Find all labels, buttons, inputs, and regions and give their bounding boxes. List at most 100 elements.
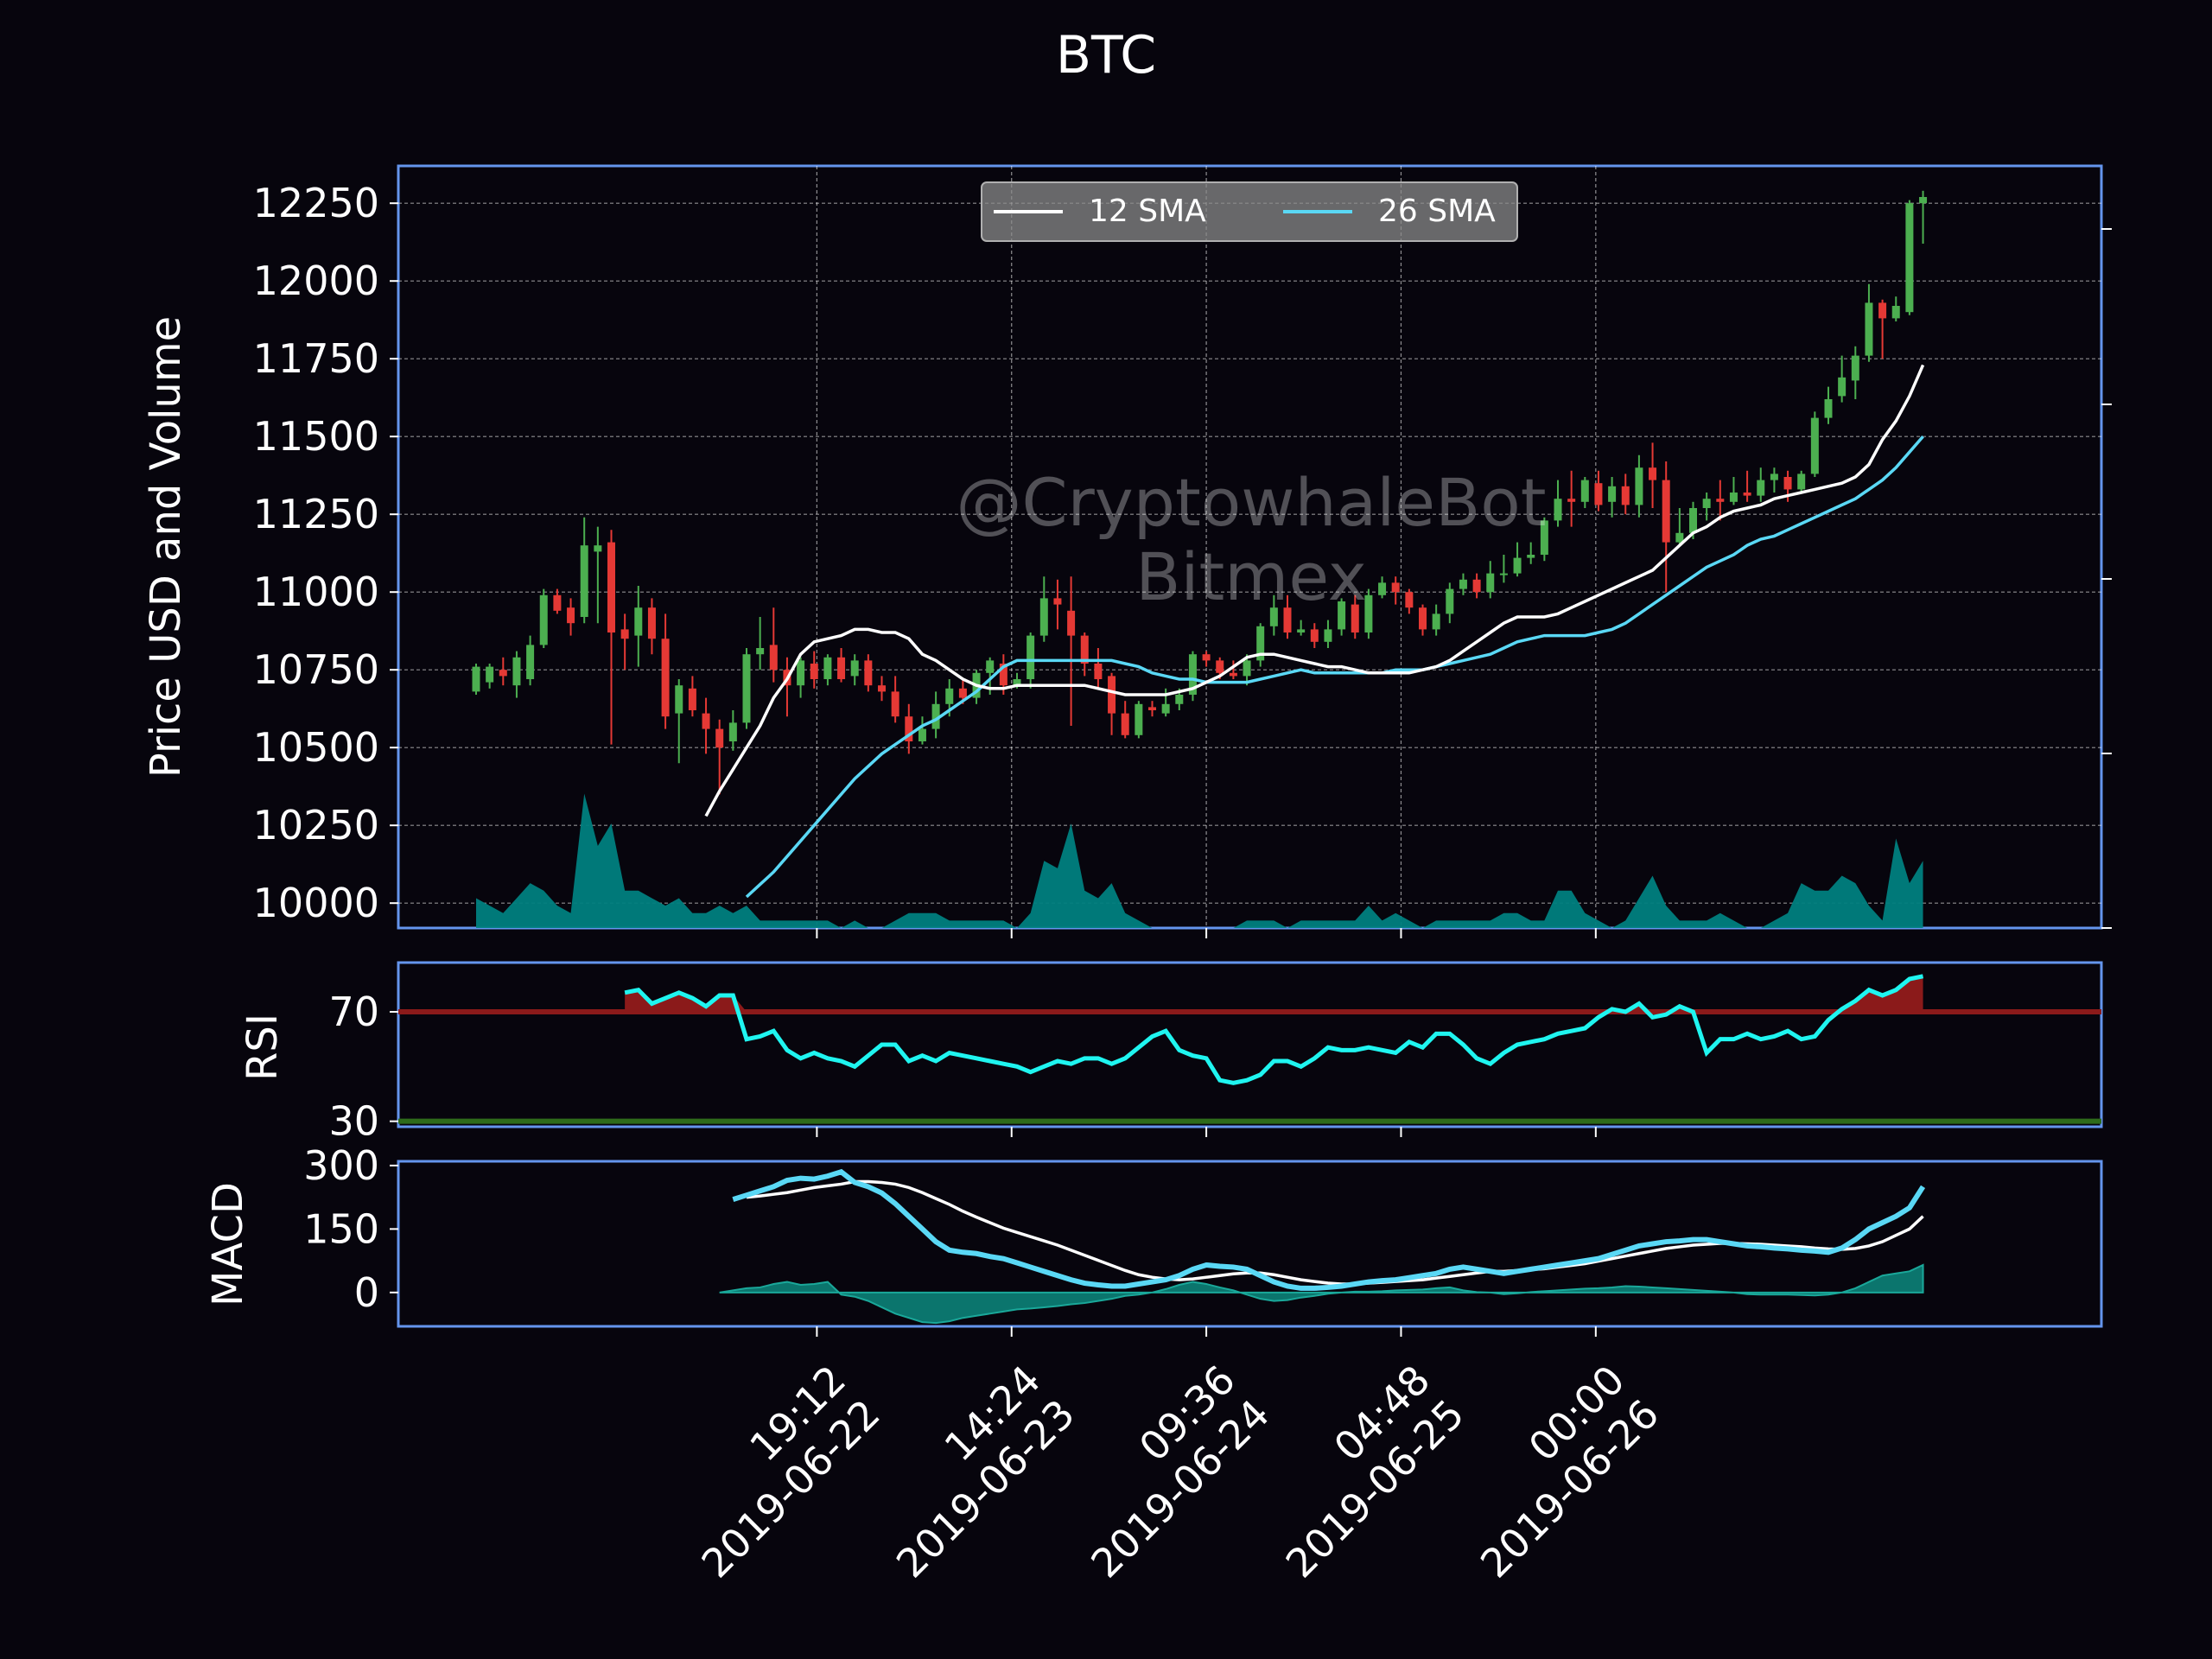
y-tick-label: 10500 [253, 724, 379, 771]
candle-body [1067, 610, 1076, 636]
candle [1865, 283, 1873, 362]
candle-body [1757, 480, 1765, 496]
candle [486, 664, 494, 689]
candle-body [797, 660, 805, 686]
macd-y-axis-label: MACD [204, 1182, 252, 1306]
macd-y-tick-label: 0 [354, 1269, 379, 1316]
candle [1567, 470, 1576, 527]
candle-body [1013, 679, 1021, 686]
macd-panel-frame [397, 1160, 2103, 1328]
candle [1594, 470, 1603, 512]
candle-body [702, 713, 710, 729]
y-tick-label: 12250 [253, 180, 379, 226]
candle-body [607, 542, 615, 632]
macd-y-tick-label: 300 [303, 1142, 379, 1189]
candle [1649, 442, 1657, 508]
candle [1080, 632, 1089, 677]
candle-body [810, 664, 818, 679]
candle [702, 697, 710, 754]
candle-body [823, 657, 832, 679]
candle-body [958, 688, 967, 698]
candle-body [1635, 467, 1643, 505]
candle [607, 530, 615, 745]
macd-line [732, 1168, 1926, 1291]
candle [756, 617, 765, 671]
chart-title: BTC [1056, 25, 1156, 86]
legend-box [981, 181, 1518, 242]
candle-body [1797, 474, 1806, 490]
candle [1419, 604, 1427, 636]
candle-body [905, 716, 913, 741]
rsi-panel-frame [397, 961, 2103, 1128]
candle-body [1919, 197, 1928, 204]
candle [1310, 623, 1319, 648]
macd-histogram-area [719, 1263, 1924, 1325]
candle-body [918, 728, 926, 741]
candle-body [499, 670, 507, 677]
candle [1621, 474, 1630, 515]
candle [1161, 688, 1170, 717]
candle [891, 676, 899, 723]
candle-body [769, 645, 778, 671]
candle-body [1499, 573, 1508, 575]
candle-body [1702, 499, 1711, 508]
candle-body [1770, 474, 1778, 480]
candle [931, 691, 940, 739]
candle [1878, 299, 1887, 359]
candle [1824, 386, 1833, 424]
candle-body [567, 607, 575, 624]
watermark-handle: @CryptowhaleBot [956, 464, 1546, 541]
price-grid [398, 166, 2101, 928]
candle-body [1608, 486, 1617, 502]
candle-body [1121, 713, 1129, 735]
candle [634, 586, 643, 667]
candle-body [1527, 555, 1535, 558]
candle-body [634, 607, 643, 636]
candle [1675, 508, 1684, 546]
rsi-layer: 30 70 [328, 974, 2101, 1145]
candle-body [1094, 664, 1103, 679]
candle-body [512, 657, 521, 686]
candle-body [1716, 499, 1725, 502]
legend: 12 SMA 26 SMA [981, 181, 1518, 242]
candle [837, 648, 846, 683]
candle-body [1229, 672, 1237, 677]
candle-body [675, 685, 683, 714]
candle-body [1378, 582, 1387, 595]
candle [1554, 480, 1562, 527]
candle-body [1783, 477, 1792, 490]
candle [594, 526, 602, 624]
candle-body [850, 660, 859, 677]
candle [688, 676, 696, 717]
candle-body [1148, 707, 1156, 710]
candle [512, 651, 521, 698]
candle-body [1419, 607, 1427, 630]
candle [878, 676, 886, 702]
candle [1743, 470, 1751, 502]
candle [1338, 598, 1346, 636]
y-tick-label: 10000 [253, 880, 379, 926]
candle [1053, 579, 1062, 630]
candle-body [1446, 588, 1454, 614]
candle [1919, 190, 1928, 244]
candle-body [1338, 601, 1346, 630]
candle [580, 517, 588, 624]
candle [1297, 620, 1306, 636]
candle-body [580, 545, 588, 617]
candle-body [1580, 480, 1589, 502]
y-tick-label: 11250 [253, 491, 379, 537]
candle-body [661, 639, 670, 717]
candle-body [1351, 604, 1359, 632]
candle-body [1472, 579, 1481, 593]
candle-body [1851, 355, 1859, 381]
candle-body [878, 685, 886, 692]
candle [539, 588, 548, 648]
candle-body [553, 594, 562, 611]
candle [1716, 480, 1725, 521]
candle [1905, 200, 1914, 315]
candle-body [999, 664, 1007, 686]
candle [1499, 555, 1508, 583]
candle-body [1554, 499, 1562, 521]
candle-body [526, 645, 535, 679]
